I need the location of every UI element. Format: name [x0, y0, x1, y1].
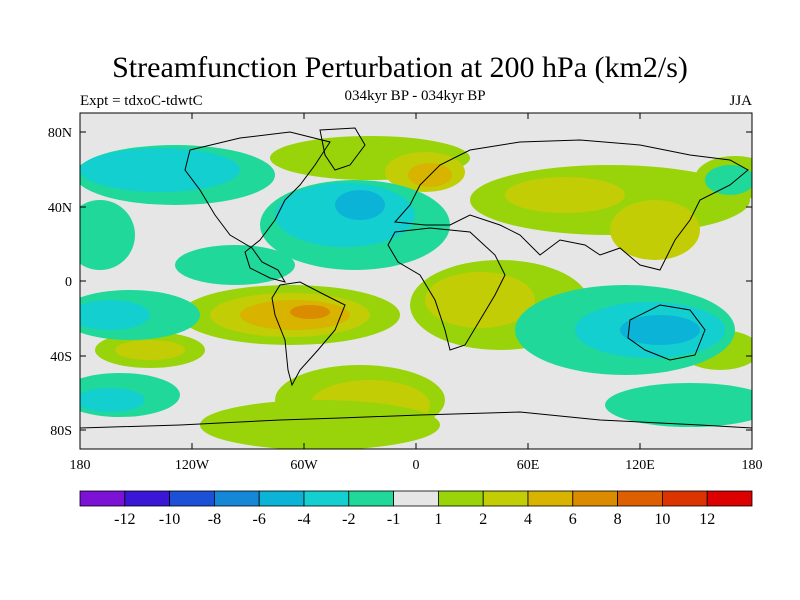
colorbar-swatch — [124, 490, 171, 507]
colorbar-label: -2 — [342, 511, 355, 528]
experiment-label: Expt = tdxoC-tdwtC — [80, 93, 203, 109]
colorbar: -12 -10 -8 -6 -4 -2 -1 1 2 4 6 8 10 12 — [79, 490, 753, 528]
colorbar-label: 8 — [614, 511, 622, 528]
lat-axis: 80N 40N 0 40S 80S — [48, 126, 752, 439]
colorbar-label: 4 — [524, 511, 532, 528]
lat-label-40n: 40N — [48, 201, 72, 216]
colorbar-swatch — [437, 490, 484, 507]
colorbar-label: -1 — [387, 511, 400, 528]
lon-label-180w: 180 — [70, 458, 91, 473]
colorbar-swatch — [348, 490, 394, 507]
lon-label-120e: 120E — [625, 458, 655, 473]
lon-label-60e: 60E — [517, 458, 540, 473]
lon-label-0: 0 — [413, 458, 420, 473]
greenland-outline — [319, 127, 366, 171]
colorbar-label: 10 — [654, 511, 670, 528]
colorbar-swatch — [662, 490, 708, 507]
africa-outline — [387, 227, 506, 351]
colorbar-label: -10 — [159, 511, 180, 528]
contour-blue-north — [335, 190, 385, 220]
lat-ticks — [80, 131, 752, 431]
lon-axis: 180 120W 60W 0 60E 120E 180 — [70, 113, 763, 473]
lon-label-60w: 60W — [290, 458, 318, 473]
lat-label-0: 0 — [65, 275, 72, 290]
colorbar-label: -6 — [253, 511, 266, 528]
map-panel — [79, 112, 753, 450]
lon-label-120w: 120W — [175, 458, 210, 473]
colorbar-swatch — [572, 490, 618, 507]
colorbar-swatch — [258, 490, 305, 507]
antarctica-outline — [80, 411, 752, 429]
australia-outline — [627, 304, 706, 361]
colorbar-label: 2 — [479, 511, 487, 528]
colorbar-swatch — [706, 490, 753, 507]
south-america-outline — [271, 281, 346, 387]
colorbar-swatch — [617, 490, 663, 507]
lon-label-180e: 180 — [742, 458, 763, 473]
colorbar-swatch — [169, 490, 215, 507]
contour-blue-south — [620, 315, 700, 345]
colorbar-label: 12 — [699, 511, 715, 528]
colorbar-label: -12 — [114, 511, 135, 528]
period-subtitle: 034kyr BP - 034kyr BP — [344, 88, 486, 104]
lat-label-80s: 80S — [50, 424, 72, 439]
season-label: JJA — [729, 93, 752, 109]
colorbar-swatch — [79, 490, 126, 507]
colorbar-swatch — [393, 490, 439, 507]
colorbar-swatch — [303, 490, 350, 507]
colorbar-swatch — [482, 490, 529, 507]
contour-antarctic — [200, 400, 440, 449]
lat-label-40s: 40S — [50, 350, 72, 365]
europe-asia-outline — [393, 139, 749, 271]
colorbar-label: -8 — [208, 511, 221, 528]
colorbar-label: -4 — [297, 511, 310, 528]
coastlines — [80, 127, 752, 429]
lat-label-80n: 80N — [48, 126, 72, 141]
contour-fields — [80, 136, 752, 449]
colorbar-label: 1 — [434, 511, 442, 528]
colorbar-label: 6 — [569, 511, 577, 528]
colorbar-swatch — [213, 490, 260, 507]
page-title: Streamfunction Perturbation at 200 hPa (… — [112, 51, 688, 84]
north-america-outline — [184, 131, 331, 283]
contour-darkorange-south — [290, 305, 330, 319]
lon-ticks — [79, 113, 753, 449]
colorbar-swatch — [527, 490, 574, 507]
